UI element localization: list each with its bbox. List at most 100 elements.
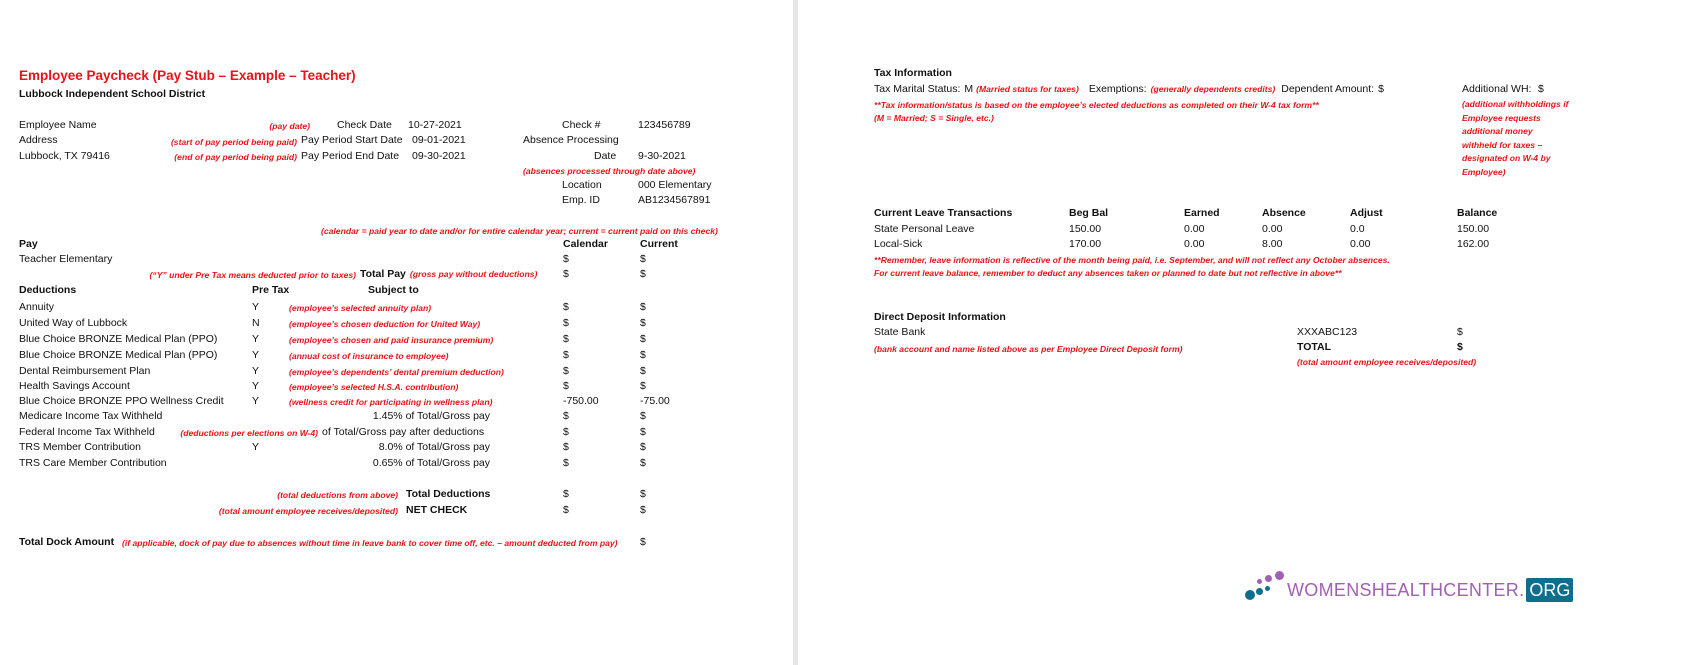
check-date: 10-27-2021 — [408, 119, 462, 131]
deduction-name: Blue Choice BRONZE PPO Wellness Credit — [19, 395, 224, 407]
deduction-pretax: Y — [252, 349, 260, 361]
leave-note-1: **Remember, leave information is reflect… — [874, 255, 1390, 265]
total-pay-calendar: $ — [563, 268, 569, 280]
total-pay-note: (gross pay without deductions) — [409, 269, 538, 279]
exemptions-label: Exemptions: — [1088, 83, 1147, 95]
deduction-calendar: $ — [563, 426, 569, 438]
logo-text: WOMENSHEALTHCENTER. — [1287, 580, 1525, 600]
deduction-name: Annuity — [19, 301, 55, 313]
net-check-calendar: $ — [563, 504, 569, 516]
bank-name: State Bank — [874, 326, 926, 338]
leave-header: Current Leave Transactions — [874, 207, 1013, 219]
womenshealthcenter-logo: WOMENSHEALTHCENTER. ORG — [1245, 562, 1574, 602]
deduction-calendar: $ — [563, 301, 569, 313]
check-date-label: Check Date — [337, 119, 392, 131]
deduction-note: (employee’s chosen deduction for United … — [289, 319, 481, 329]
deduction-calendar: $ — [563, 317, 569, 329]
calendar-header: Calendar — [563, 238, 608, 250]
deduction-pretax: Y — [252, 441, 260, 453]
current-header: Current — [640, 238, 678, 250]
leave-cell: 150.00 — [1457, 223, 1490, 235]
absence-note: (absences processed through date above) — [523, 166, 696, 176]
logo-dots — [1245, 568, 1287, 602]
deduction-name: Federal Income Tax Withheld — [19, 426, 155, 438]
marital-status: M — [964, 83, 974, 95]
pay-item: Teacher Elementary — [19, 253, 113, 265]
marital-note: (Married status for taxes) — [976, 84, 1079, 94]
deduction-note: (wellness credit for participating in we… — [289, 397, 493, 407]
additional-wh-note: (additional withholdings if Employee requ… — [1462, 99, 1569, 177]
deduction-current: $ — [640, 441, 646, 453]
pay-item-current: $ — [640, 253, 646, 265]
pay-header: Pay — [19, 238, 38, 250]
deduction-subject: 0.65% of Total/Gross pay — [372, 457, 490, 469]
total-deductions-label: Total Deductions — [406, 488, 491, 500]
deduction-pretax: Y — [252, 333, 260, 345]
leave-header: Earned — [1184, 207, 1220, 219]
total-deductions-calendar: $ — [563, 488, 569, 500]
dependent-amount-label: Dependent Amount: — [1281, 83, 1375, 95]
leave-cell: 0.00 — [1184, 238, 1205, 250]
absence-date-label: Date — [594, 150, 617, 162]
page-title: Employee Paycheck (Pay Stub – Example – … — [19, 68, 356, 83]
deduction-name: Blue Choice BRONZE Medical Plan (PPO) — [19, 349, 218, 361]
emp-id: AB1234567891 — [638, 194, 711, 206]
deduction-note: (deductions per elections on W-4) — [180, 428, 318, 438]
deduction-calendar: $ — [563, 333, 569, 345]
deduction-subject: 1.45% of Total/Gross pay — [372, 410, 490, 422]
tax-status-row: Tax Marital Status: M (Married status fo… — [874, 83, 1384, 96]
leave-cell: State Personal Leave — [874, 223, 975, 235]
account-number: XXXABC123 — [1297, 326, 1358, 338]
employee-name-label: Employee Name — [19, 119, 97, 131]
exemptions-note: (generally dependents credits) — [1150, 84, 1276, 94]
leave-cell: 0.00 — [1262, 223, 1283, 235]
deduction-current: $ — [640, 457, 646, 469]
start-note: (start of pay period being paid) — [170, 137, 297, 147]
total-pay-row: Total Pay (gross pay without deductions) — [360, 268, 537, 281]
district-name: Lubbock Independent School District — [19, 88, 206, 100]
deduction-note: (employee’s dependents’ dental premium d… — [289, 367, 504, 377]
deduction-pretax: Y — [252, 395, 260, 407]
deduction-name: Medicare Income Tax Withheld — [19, 410, 163, 422]
deduction-subject: of Total/Gross pay after deductions — [322, 426, 485, 438]
tax-note-2: (M = Married; S = Single, etc.) — [874, 113, 994, 123]
leave-header: Adjust — [1350, 207, 1383, 219]
emp-id-label: Emp. ID — [562, 194, 600, 206]
deduction-pretax: Y — [252, 301, 260, 313]
deduction-current: $ — [640, 426, 646, 438]
deduction-calendar: $ — [563, 457, 569, 469]
location: 000 Elementary — [638, 179, 712, 191]
deduction-calendar: $ — [563, 380, 569, 392]
deduction-note: (employee’s selected annuity plan) — [289, 303, 432, 313]
deduction-current: $ — [640, 380, 646, 392]
leave-cell: 170.00 — [1069, 238, 1102, 250]
deduction-pretax: N — [252, 317, 260, 329]
deduction-note: (annual cost of insurance to employee) — [289, 351, 449, 361]
end-date: 09-30-2021 — [412, 150, 466, 162]
dependent-amount: $ — [1378, 83, 1384, 95]
total-deductions-note: (total deductions from above) — [277, 490, 398, 500]
start-date-label: Pay Period Start Date — [301, 134, 403, 146]
marital-status-label: Tax Marital Status: — [874, 83, 961, 95]
additional-wh-label: Additional WH: — [1462, 83, 1532, 95]
page-divider — [793, 0, 798, 665]
total-pay-current: $ — [640, 268, 646, 280]
deduction-current: $ — [640, 365, 646, 377]
absence-date: 9-30-2021 — [638, 150, 686, 162]
deduction-pretax: Y — [252, 365, 260, 377]
deduction-current: $ — [640, 301, 646, 313]
deduction-calendar: $ — [563, 441, 569, 453]
absence-processing-label: Absence Processing — [523, 134, 619, 146]
deduction-note: (employee’s chosen and paid insurance pr… — [289, 335, 494, 345]
deduction-calendar: $ — [563, 349, 569, 361]
total-pay-label: Total Pay — [360, 268, 406, 280]
deposit-amount: $ — [1457, 326, 1463, 338]
end-note: (end of pay period being paid) — [174, 152, 297, 162]
deduction-current: $ — [640, 410, 646, 422]
leave-cell: 0.00 — [1184, 223, 1205, 235]
total-dock-current: $ — [640, 536, 646, 548]
deduction-current: $ — [640, 333, 646, 345]
net-check-label: NET CHECK — [406, 504, 468, 516]
address-label: Address — [19, 134, 58, 146]
deduction-name: Dental Reimbursement Plan — [19, 365, 151, 377]
